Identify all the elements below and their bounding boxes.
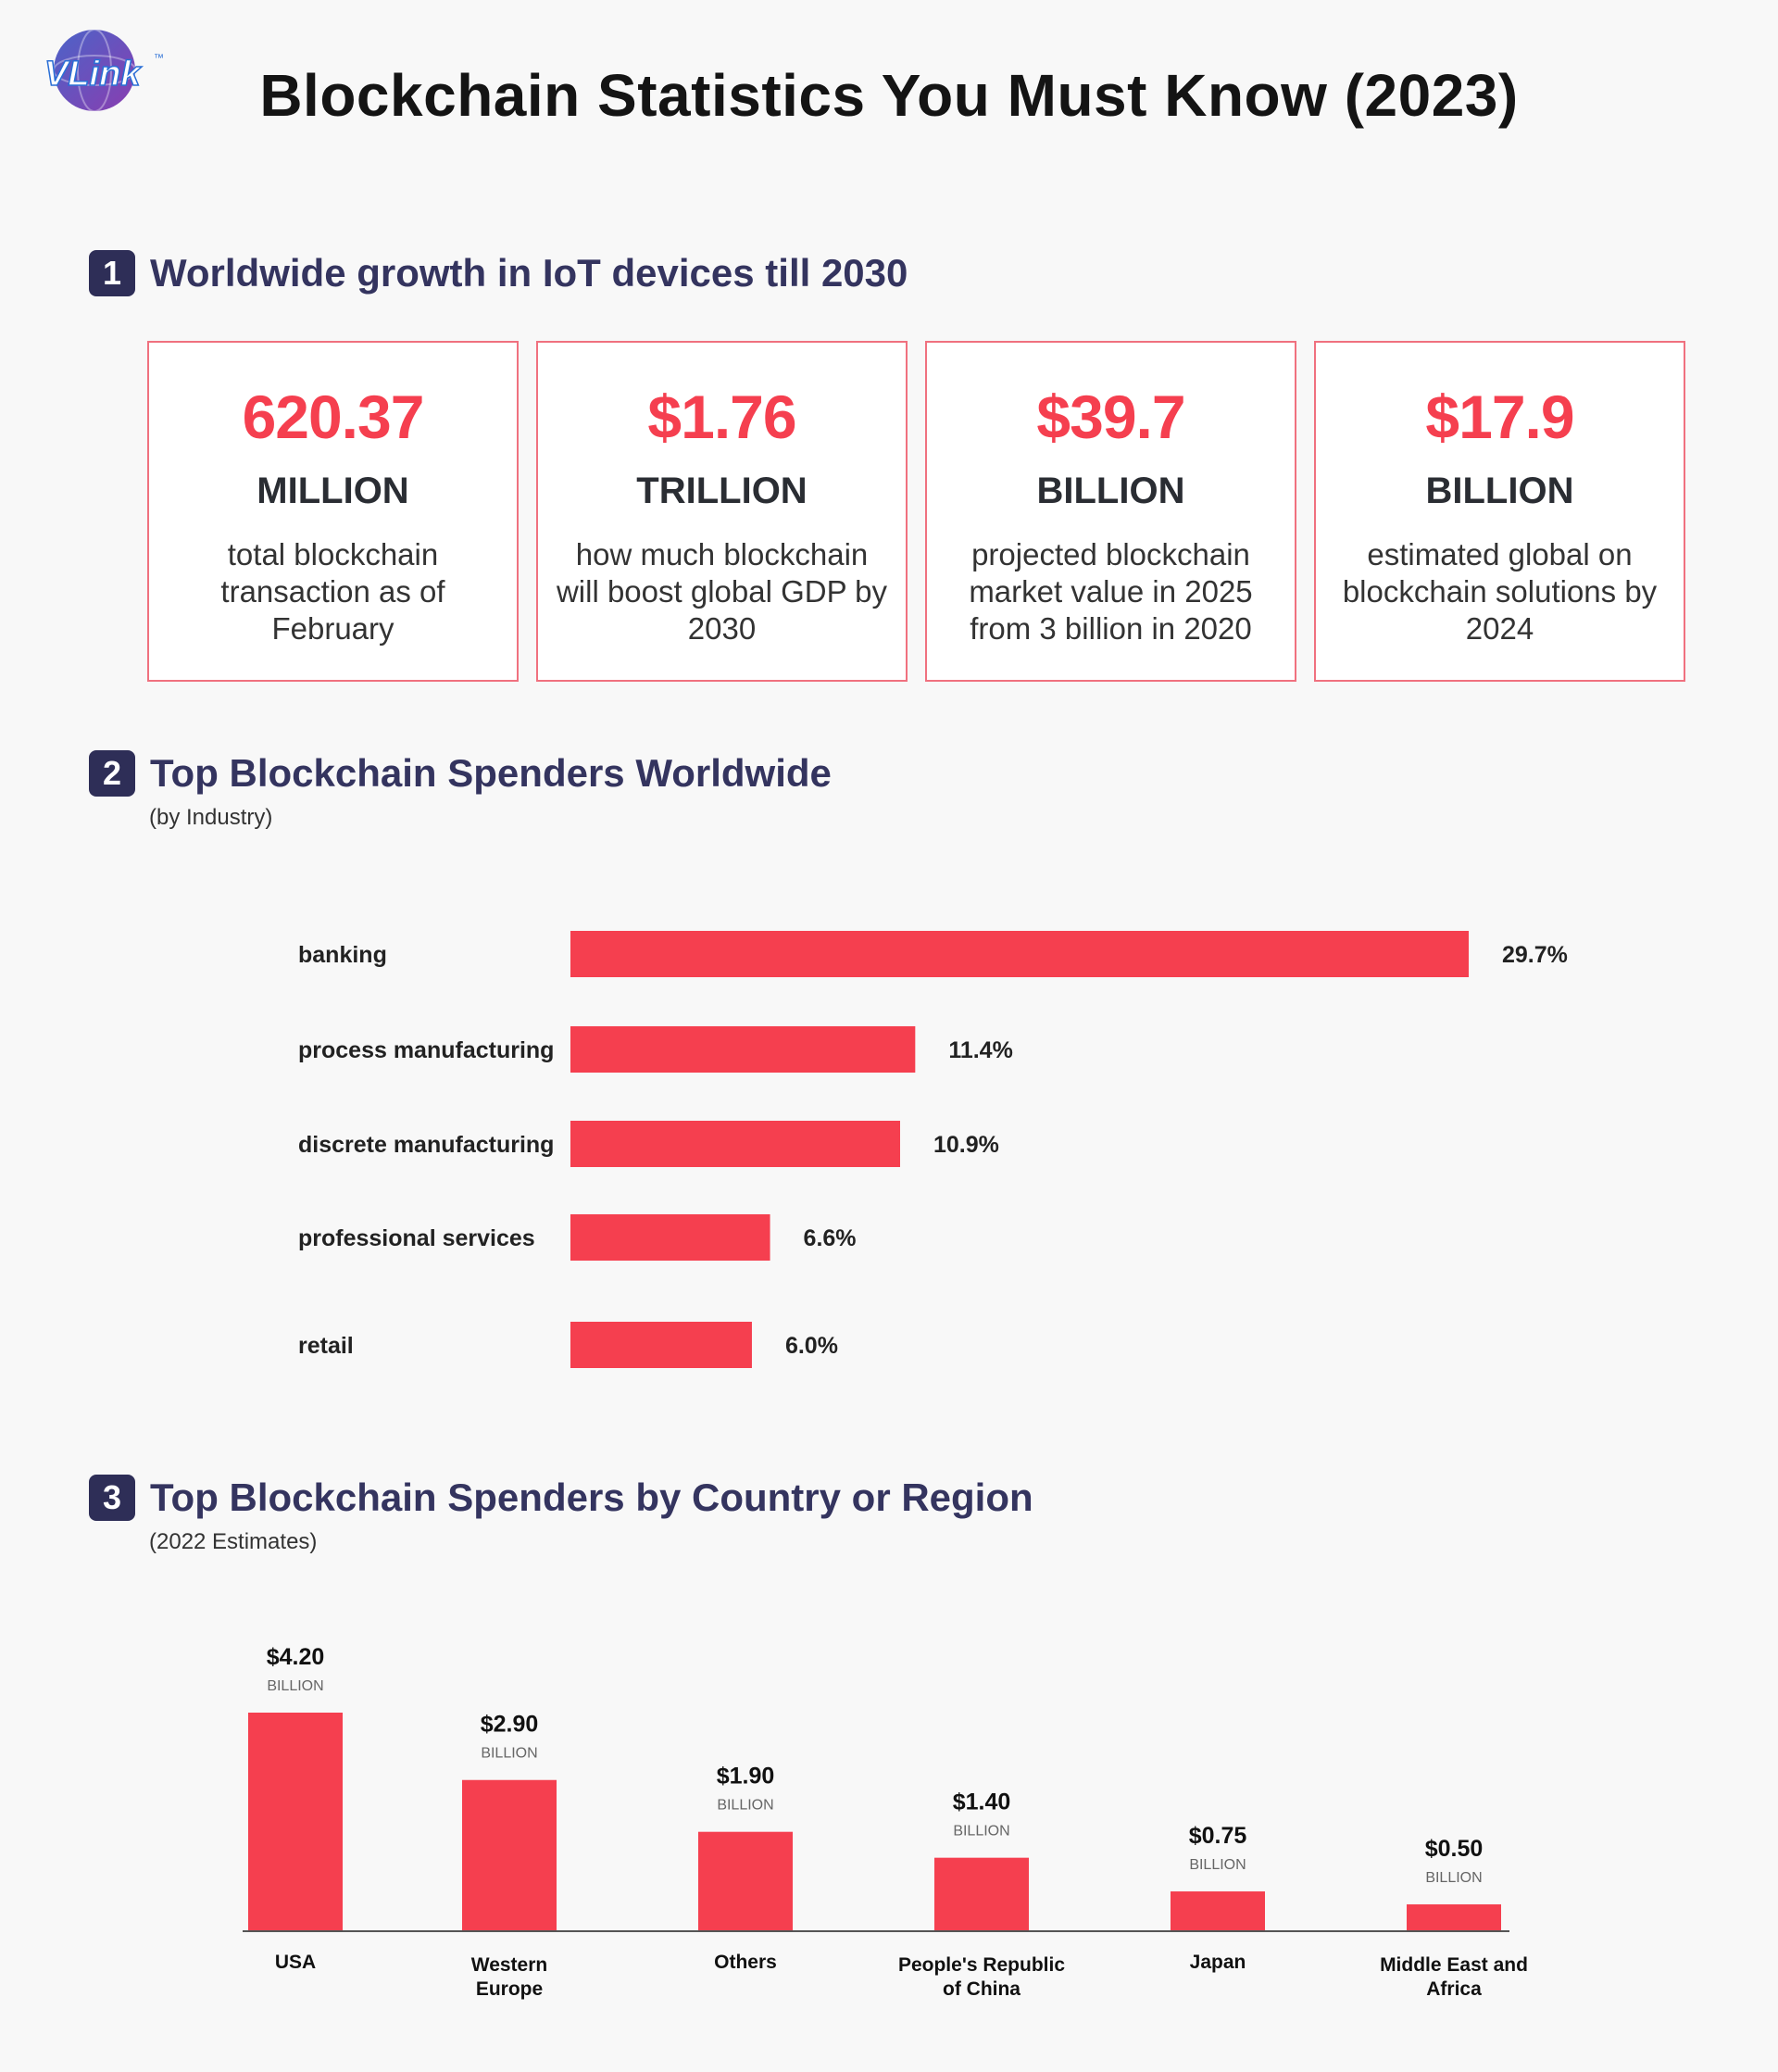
section-3-title: Top Blockchain Spenders by Country or Re… xyxy=(150,1476,1033,1519)
stat-unit: BILLION xyxy=(1425,471,1574,511)
category-label: Middle East and xyxy=(1380,1954,1528,1976)
stat-description: estimated global on blockchain solutions… xyxy=(1342,537,1658,646)
stat-description: how much blockchain will boost global GD… xyxy=(556,537,888,646)
value-label: $0.50 xyxy=(1425,1836,1484,1862)
section-2-header: 2 Top Blockchain Spenders Worldwide xyxy=(89,750,832,797)
unit-label: BILLION xyxy=(717,1798,773,1814)
stat-value: $39.7 xyxy=(1036,383,1185,451)
section-2-title: Top Blockchain Spenders Worldwide xyxy=(150,751,832,795)
stat-value: 620.37 xyxy=(242,383,425,451)
value-label: $2.90 xyxy=(481,1712,539,1738)
category-label: of China xyxy=(943,1978,1020,2000)
vlink-logo: VLink ™ xyxy=(44,29,164,112)
stat-unit: MILLION xyxy=(257,471,409,511)
section-1-title: Worldwide growth in IoT devices till 203… xyxy=(150,251,908,295)
bar xyxy=(1171,1891,1265,1930)
bar xyxy=(934,1857,1029,1930)
bar xyxy=(570,1121,900,1167)
bar xyxy=(570,931,1469,977)
stat-description: projected blockchain market value in 202… xyxy=(969,537,1253,646)
category-label: process manufacturing xyxy=(298,1037,554,1063)
category-label: Western xyxy=(471,1954,547,1976)
value-label: 29.7% xyxy=(1502,942,1568,968)
stat-card-1: 620.37 MILLION total blockchain transact… xyxy=(147,341,519,682)
category-label: banking xyxy=(298,942,387,968)
value-label: $1.90 xyxy=(717,1764,775,1789)
stat-value: $17.9 xyxy=(1425,383,1574,451)
page-title: Blockchain Statistics You Must Know (202… xyxy=(259,62,1519,129)
unit-label: BILLION xyxy=(1425,1870,1482,1886)
bar xyxy=(698,1831,793,1930)
category-label: Europe xyxy=(476,1978,543,2000)
section-3-header: 3 Top Blockchain Spenders by Country or … xyxy=(89,1475,1033,1521)
value-label: $4.20 xyxy=(267,1644,325,1670)
stat-card-3: $39.7 BILLION projected blockchain marke… xyxy=(925,341,1296,682)
unit-label: BILLION xyxy=(267,1678,323,1694)
stat-unit: TRILLION xyxy=(636,471,808,511)
trademark: ™ xyxy=(154,53,164,64)
bar xyxy=(570,1322,752,1368)
value-label: 6.0% xyxy=(785,1333,838,1359)
bar xyxy=(570,1214,770,1261)
bar xyxy=(248,1713,343,1930)
bar xyxy=(1407,1904,1501,1930)
stat-description: total blockchain transaction as of Febru… xyxy=(220,537,445,646)
section-3-subtitle: (2022 Estimates) xyxy=(149,1529,318,1554)
category-label: discrete manufacturing xyxy=(298,1132,554,1158)
category-label: Others xyxy=(714,1952,777,1973)
section-1-number: 1 xyxy=(89,250,135,296)
section-1-header: 1 Worldwide growth in IoT devices till 2… xyxy=(89,250,908,296)
section-2-subtitle: (by Industry) xyxy=(149,805,273,830)
unit-label: BILLION xyxy=(1189,1857,1246,1873)
stat-unit: BILLION xyxy=(1036,471,1185,511)
bar xyxy=(462,1779,557,1930)
logo-text: VLink xyxy=(44,55,142,94)
category-label: professional services xyxy=(298,1225,535,1251)
unit-label: BILLION xyxy=(953,1824,1009,1840)
stat-value: $1.76 xyxy=(647,383,796,451)
value-label: $1.40 xyxy=(953,1789,1011,1815)
value-label: $0.75 xyxy=(1189,1823,1247,1849)
bar xyxy=(570,1026,916,1073)
section-2-number: 2 xyxy=(89,750,135,797)
globe-icon xyxy=(54,30,135,111)
category-label: Japan xyxy=(1190,1952,1246,1973)
category-label: People's Republic xyxy=(898,1954,1065,1976)
stat-card-2: $1.76 TRILLION how much blockchain will … xyxy=(536,341,908,682)
category-label: USA xyxy=(275,1952,316,1973)
stat-card-4: $17.9 BILLION estimated global on blockc… xyxy=(1314,341,1685,682)
unit-label: BILLION xyxy=(481,1746,537,1762)
value-label: 11.4% xyxy=(948,1037,1013,1063)
value-label: 6.6% xyxy=(804,1225,857,1251)
section-3-number: 3 xyxy=(89,1475,135,1521)
category-label: retail xyxy=(298,1333,354,1359)
category-label: Africa xyxy=(1426,1978,1482,2000)
value-label: 10.9% xyxy=(933,1132,999,1158)
